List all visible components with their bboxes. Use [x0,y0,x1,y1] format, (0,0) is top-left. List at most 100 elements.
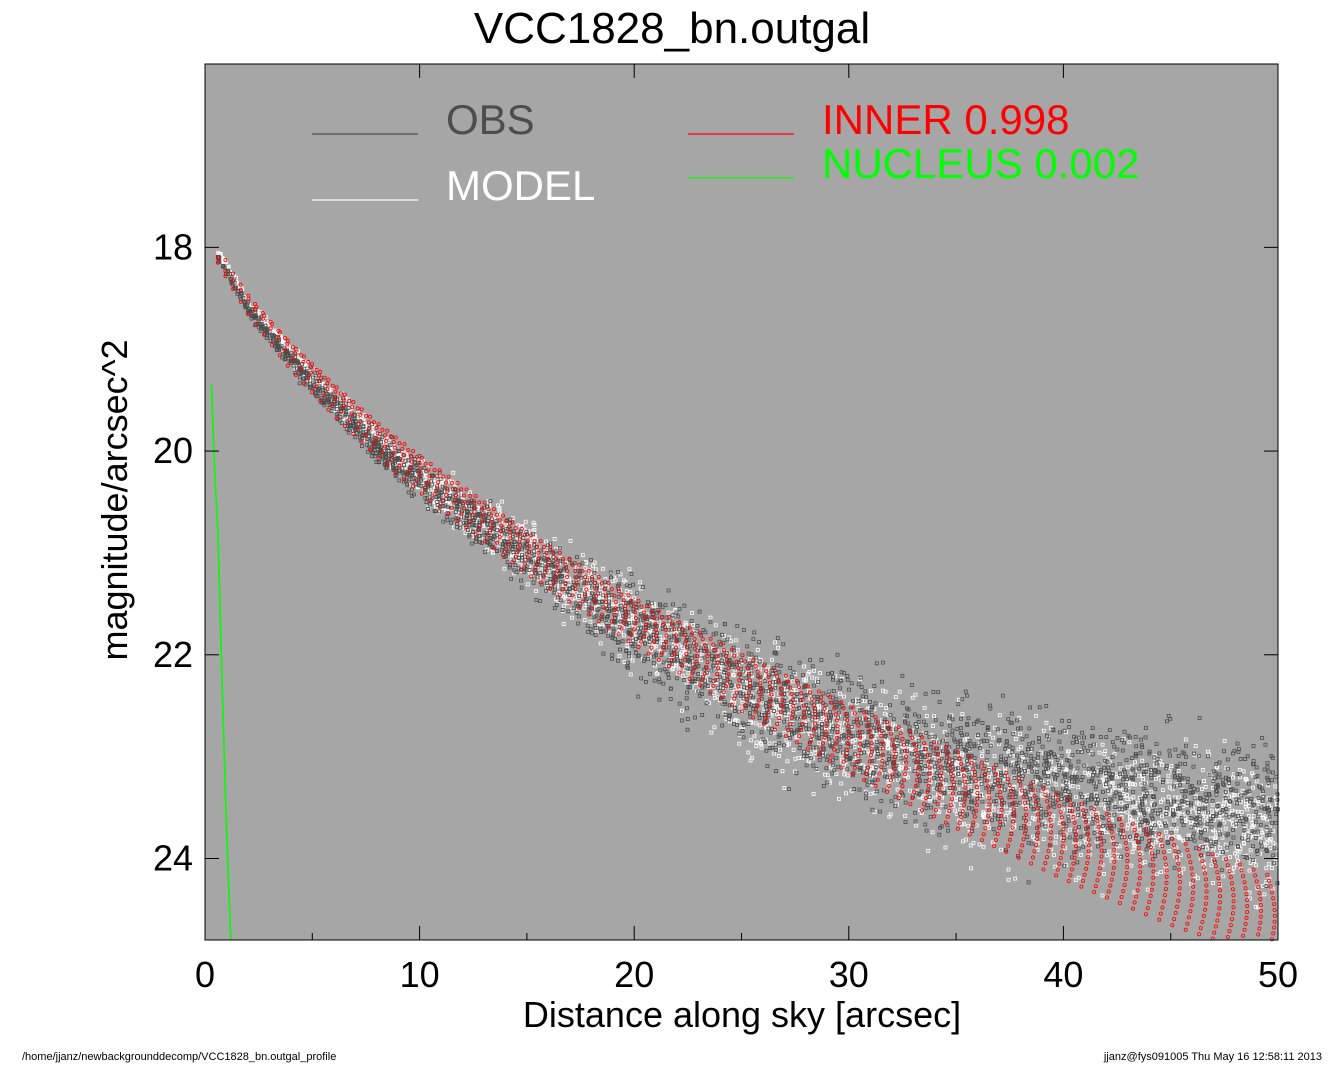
model-point [870,758,875,762]
model-point [1273,784,1278,789]
model-point [888,768,893,773]
model-point [1195,876,1200,881]
model-point [1102,872,1106,876]
model-point [961,839,965,844]
model-point [1128,819,1132,823]
model-point [632,596,636,601]
model-point [1130,850,1135,854]
model-point [1107,849,1111,854]
model-point [531,520,536,525]
model-point [707,701,711,705]
model-point [786,716,791,721]
model-point [1200,786,1204,791]
model-point [817,741,822,746]
model-point [1202,779,1206,783]
model-point [451,470,456,475]
model-point [582,618,587,622]
model-point [1093,743,1097,747]
model-point [1117,786,1122,790]
model-point [753,721,758,726]
model-point [1006,867,1011,872]
model-point [1141,777,1145,782]
model-point [838,692,842,696]
model-point [1131,782,1135,786]
model-point [561,603,566,608]
model-point [785,696,790,701]
model-point [1244,777,1248,782]
model-point [680,650,685,654]
model-point [957,795,961,800]
model-point [552,537,557,541]
model-point [1125,810,1130,815]
model-point [1202,863,1207,868]
model-point [719,663,724,668]
model-point [1206,814,1211,819]
model-point [1053,864,1058,869]
model-point [1133,782,1137,787]
model-point [1203,785,1208,789]
model-point [1046,827,1051,832]
model-point [737,741,742,746]
model-point [773,640,777,645]
model-point [1131,804,1136,809]
model-point [968,843,973,848]
model-point [943,845,948,850]
model-point [1052,853,1056,857]
model-point [981,815,986,820]
model-point [776,646,780,650]
model-point [878,703,883,707]
model-point [1129,863,1134,868]
model-point [897,689,902,694]
model-point [1117,774,1121,779]
model-point [1067,807,1071,811]
model-point [899,792,903,797]
model-point [1121,771,1126,775]
model-point [967,830,972,834]
model-point [1256,905,1260,910]
model-point [754,740,759,745]
model-point [1011,775,1016,780]
model-point [648,617,653,622]
model-point [997,713,1002,718]
model-point [594,629,599,634]
model-point [886,741,890,746]
model-point [1224,847,1229,852]
model-point [1126,822,1131,827]
model-point [1006,749,1011,754]
model-point [573,591,578,596]
model-point [1215,765,1219,770]
model-point [931,724,935,728]
model-point [1209,814,1213,819]
model-point [1159,799,1163,804]
model-point [991,735,996,740]
model-point [738,705,743,710]
model-point [1099,815,1103,820]
model-point [1178,836,1182,841]
model-point [1041,787,1045,792]
model-point [815,768,820,772]
model-point [1103,749,1108,753]
model-point [1060,784,1065,789]
model-point [1249,825,1254,830]
model-point [1248,848,1253,853]
model-point [866,715,871,720]
model-point [622,633,626,638]
model-point [1017,716,1022,720]
model-point [622,594,627,599]
model-point [1218,804,1223,809]
model-point [1254,779,1259,784]
model-point [1163,864,1168,869]
model-point [576,594,581,599]
model-point [731,672,735,677]
model-point [704,698,709,703]
model-point [933,795,938,800]
model-point [624,589,629,594]
model-point [872,737,877,742]
model-point [942,730,947,734]
model-point [1214,853,1219,857]
model-point [1111,787,1115,792]
model-point [863,698,867,703]
model-point [561,622,566,626]
model-point [869,688,873,693]
model-point [741,686,746,691]
